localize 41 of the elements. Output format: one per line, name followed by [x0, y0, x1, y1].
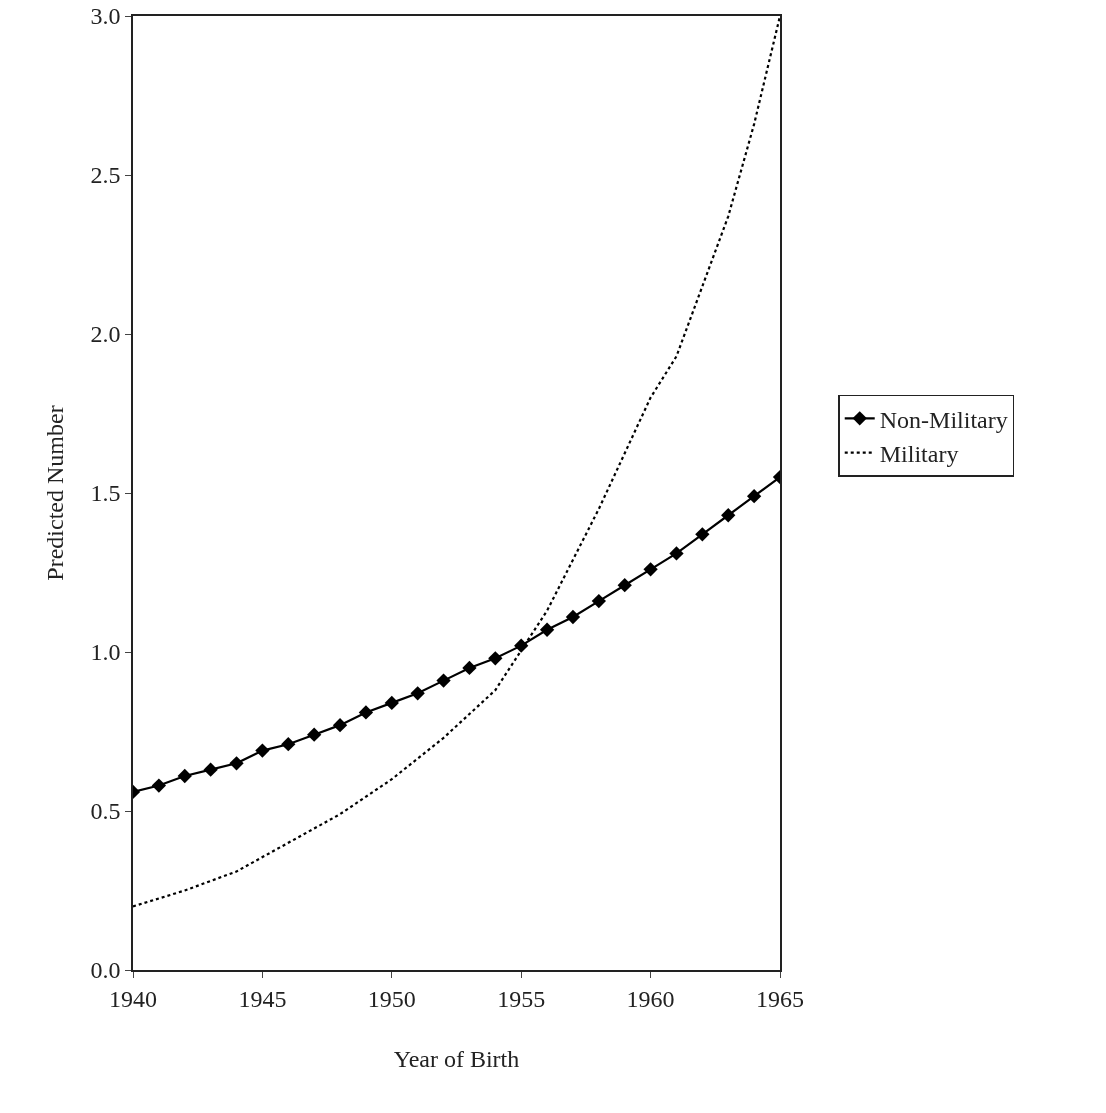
point: [281, 737, 296, 752]
point: [746, 489, 762, 504]
point: [565, 609, 581, 625]
y-tick-label: 0.5: [90, 798, 121, 825]
x-tick-label: 1965: [756, 985, 804, 1012]
point: [617, 578, 632, 593]
point: [436, 673, 451, 688]
point: [229, 756, 244, 771]
y-axis-title: Predicted Number: [42, 405, 69, 581]
point: [255, 743, 270, 758]
point: [488, 651, 503, 666]
point: [721, 508, 736, 523]
point: [669, 546, 684, 561]
point: [151, 778, 167, 793]
x-tick-label: 1960: [626, 985, 675, 1012]
point: [203, 762, 218, 777]
y-tick-label: 2.0: [90, 321, 121, 348]
x-axis-title: Year of Birth: [393, 1046, 520, 1073]
point: [384, 695, 399, 711]
legend-label: Military: [879, 440, 959, 467]
point: [358, 705, 374, 720]
legend-label: Non-Military: [879, 406, 1008, 433]
point: [462, 660, 477, 676]
point: [410, 686, 425, 701]
x-tick-label: 1945: [238, 985, 287, 1012]
line-series: [133, 16, 780, 908]
point: [332, 717, 348, 733]
y-tick-label: 0.0: [90, 957, 121, 984]
point: [539, 622, 555, 637]
point: [591, 593, 606, 609]
point: [695, 527, 710, 542]
point: [177, 768, 192, 784]
y-tick-label: 3.0: [90, 3, 121, 30]
y-tick-label: 1.0: [90, 639, 121, 666]
x-tick-label: 1940: [109, 985, 157, 1012]
x-tick-label: 1950: [367, 985, 416, 1012]
y-tick-label: 2.5: [90, 162, 121, 189]
x-tick-label: 1955: [497, 985, 546, 1012]
point: [643, 562, 658, 577]
y-tick-label: 1.5: [90, 480, 121, 507]
point: [307, 727, 322, 742]
